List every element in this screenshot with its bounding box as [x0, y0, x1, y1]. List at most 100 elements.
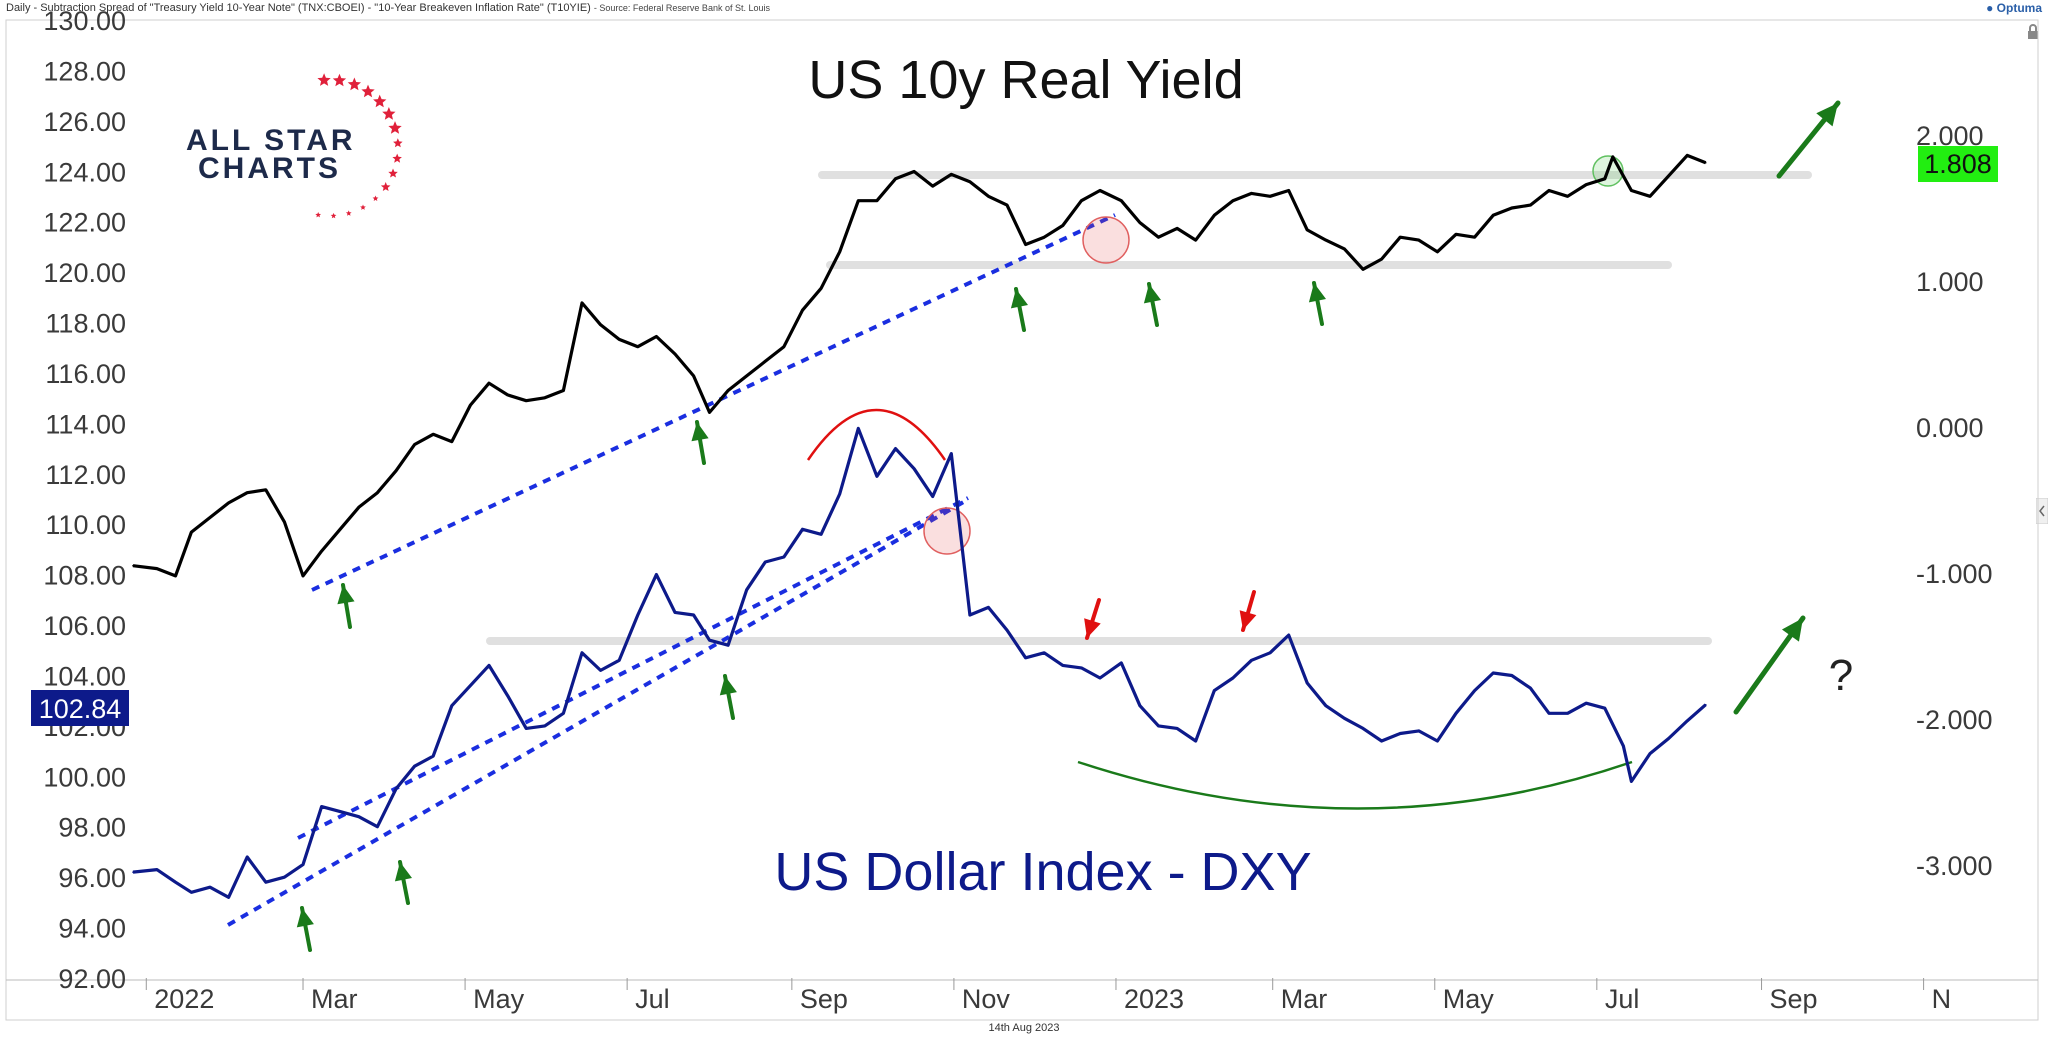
real-yield-point: [1511, 207, 1513, 209]
x-tick-label: N: [1932, 984, 1952, 1014]
logo-line-2: CHARTS: [198, 152, 341, 185]
real-yield-point: [469, 404, 472, 406]
real-yield-point: [894, 178, 897, 180]
logo-star-icon: [382, 107, 396, 120]
dxy-point: [451, 704, 453, 707]
real-yield-point: [1099, 189, 1101, 192]
arrow-head: [394, 862, 412, 882]
dxy-point: [1120, 662, 1123, 664]
arrow-head: [719, 676, 737, 696]
brand-name: Optuma: [1996, 1, 2042, 15]
trend-arrow: [296, 906, 314, 952]
plot-frame: [5, 19, 2039, 1021]
real-yield-point: [1529, 204, 1532, 206]
logo-star-icon: [392, 153, 402, 163]
dxy-point: [190, 891, 193, 894]
chart-description: Daily - Subtraction Spread of "Treasury …: [6, 2, 770, 14]
dxy-point: [708, 639, 711, 641]
dxy-point: [376, 825, 379, 828]
dxy-point: [1099, 677, 1101, 679]
logo-star-icon: [372, 195, 379, 201]
trend-arrow: [719, 674, 737, 720]
dxy-point: [302, 863, 304, 866]
dxy-point: [358, 815, 360, 818]
real-yield-point: [820, 287, 822, 290]
brand-logo: ● Optuma: [1986, 1, 2042, 15]
real-yield-point: [636, 345, 639, 348]
trend-arrow: [1084, 598, 1101, 640]
real-yield-point: [876, 199, 878, 202]
real-yield-point: [543, 397, 546, 399]
dxy-point: [1325, 704, 1327, 707]
real-yield-point: [451, 440, 453, 443]
dxy-point: [132, 871, 134, 873]
trend-arrow: [394, 860, 412, 905]
dxy-point: [1343, 717, 1346, 720]
dxy-point: [174, 881, 177, 883]
collapse-panel-icon[interactable]: [2036, 498, 2048, 524]
real-yield-point: [302, 575, 304, 577]
dxy-point: [913, 467, 915, 470]
real-yield-point: [1492, 214, 1495, 217]
footer-date: 14th Aug 2023: [988, 1022, 1060, 1034]
real-yield-point: [1399, 236, 1402, 238]
last-dxy-badge: [31, 690, 129, 726]
arrow-head: [1010, 289, 1028, 309]
arrow-head: [296, 908, 314, 928]
real-yield-point: [1686, 154, 1688, 157]
trend-arrow: [1239, 590, 1257, 632]
dxy-point: [1566, 712, 1569, 715]
real-yield-point: [783, 345, 785, 348]
real-yield-point: [581, 302, 583, 304]
y-right-tick-label: -2.000: [1916, 705, 1993, 735]
dxy-point: [562, 712, 565, 715]
real-yield-point: [1585, 183, 1587, 186]
logo-star-icon: [330, 212, 337, 219]
dxy-point: [543, 725, 546, 727]
dxy-point: [1630, 780, 1633, 783]
real-yield-point: [1213, 214, 1216, 217]
y-right-tick-label: 0.000: [1916, 413, 1984, 443]
real-yield-point: [432, 433, 435, 436]
y-left-tick-label: 96.00: [58, 863, 126, 893]
dxy-point: [1473, 689, 1476, 692]
real-yield-point: [1194, 239, 1197, 241]
real-yield-point: [265, 488, 267, 491]
dxy-series-line: [132, 426, 1707, 899]
real-yield-point: [618, 338, 620, 341]
dxy-point: [1194, 740, 1197, 742]
breakdown-circle: [1082, 216, 1130, 264]
real-yield-point: [1024, 243, 1027, 246]
lock-icon[interactable]: [2026, 24, 2040, 40]
dxy-point: [506, 694, 509, 697]
dxy-point: [432, 755, 435, 757]
real-yield-point: [174, 575, 177, 577]
logo-star-icon: [332, 73, 347, 87]
y-left-tick-label: 120.00: [43, 258, 126, 288]
arrow-head: [691, 422, 709, 442]
dxy-point: [1511, 674, 1513, 677]
dxy-point: [1622, 745, 1625, 747]
real-yield-point: [1250, 192, 1253, 195]
dxy-point: [283, 876, 286, 878]
dxy-point: [801, 528, 804, 531]
dxy-point: [209, 886, 211, 889]
dxy-point: [599, 669, 602, 672]
dxy-point: [1176, 727, 1178, 730]
dxy-point: [488, 664, 490, 667]
x-tick-label: 2023: [1124, 984, 1184, 1014]
dxy-point: [581, 651, 583, 654]
dxy-point: [1548, 712, 1550, 715]
dxy-point: [894, 447, 897, 450]
trend-arrow: [1776, 100, 1841, 179]
arrow-head: [1308, 283, 1326, 303]
real-yield-point: [599, 324, 602, 326]
arrow-head: [337, 585, 355, 605]
dxy-point: [618, 659, 620, 662]
x-tick-label: May: [473, 984, 525, 1014]
x-tick-label: May: [1443, 984, 1495, 1014]
y-right-tick-label: -1.000: [1916, 559, 1993, 589]
last-dxy-value: 102.84: [39, 694, 122, 724]
real-yield-point: [655, 335, 658, 338]
